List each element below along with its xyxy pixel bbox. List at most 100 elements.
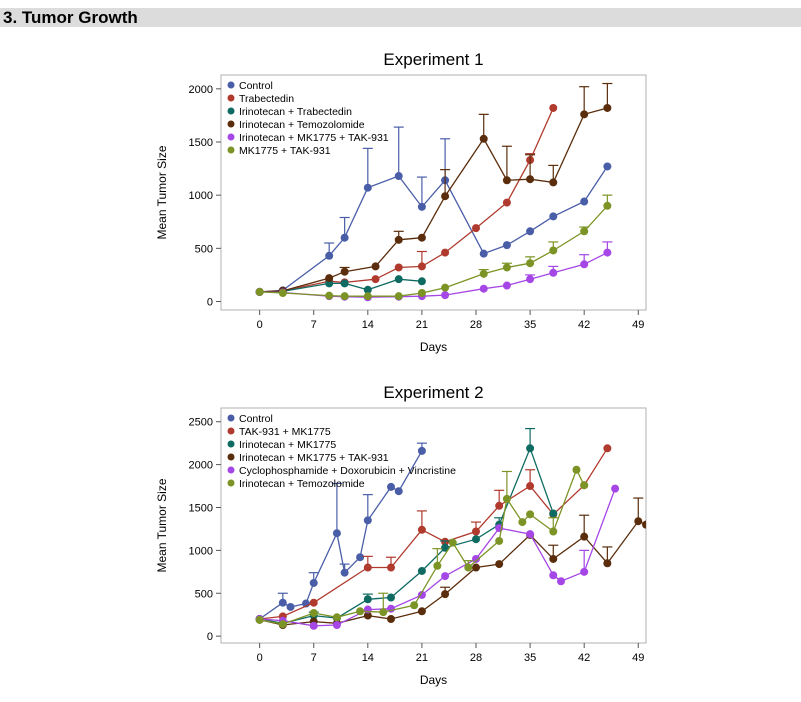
chart1-series-1-point xyxy=(340,233,349,242)
chart1-y-tick-label: 2000 xyxy=(189,84,213,96)
chart1-series-5-point xyxy=(549,268,558,277)
chart2-series-5-point xyxy=(309,621,318,630)
chart1-x-tick-label: 28 xyxy=(470,319,482,331)
chart2-series-6-point xyxy=(433,561,442,570)
chart1-series-1-point xyxy=(580,197,589,206)
chart1-series-6-point xyxy=(526,259,535,268)
chart1-series-4-point xyxy=(526,175,535,184)
chart2-series-4-line xyxy=(259,520,646,626)
chart1-series-6-point xyxy=(394,292,403,301)
chart2-y-tick-label: 2000 xyxy=(189,460,213,472)
chart2-series-5-point xyxy=(580,567,589,576)
chart2-series-1-point xyxy=(340,568,349,577)
chart2-legend-marker xyxy=(227,466,235,474)
chart2-series-2-point xyxy=(495,501,504,510)
chart1-series-3-point xyxy=(363,285,372,294)
chart1-legend-marker xyxy=(227,107,235,115)
chart1-series-6-point xyxy=(441,283,450,292)
chart2-series-2-point xyxy=(417,525,426,534)
chart2-series-4-point xyxy=(580,532,589,541)
chart1-series-6-point xyxy=(580,227,589,236)
chart2-series-1-point xyxy=(387,482,395,491)
chart2-series-6-point xyxy=(410,601,419,610)
chart2-series-4-point xyxy=(441,590,450,599)
chart2-y-axis-label: Mean Tumor Size xyxy=(155,478,169,572)
chart2-series-5-point xyxy=(526,530,535,539)
chart2-series-3-point xyxy=(472,535,480,544)
chart1-series-1-point xyxy=(526,227,535,236)
chart2-x-tick-label: 28 xyxy=(470,652,482,664)
chart2-series-6-point xyxy=(356,607,365,616)
chart2-x-tick-label: 21 xyxy=(416,652,428,664)
chart2-series-3-point xyxy=(549,509,558,518)
chart2-series-6-point xyxy=(464,563,473,572)
chart2-series-1-point xyxy=(417,446,426,455)
chart2-series-4-point xyxy=(387,614,395,623)
chart1-legend-marker xyxy=(227,81,235,89)
chart1-x-tick-label: 0 xyxy=(257,319,263,331)
chart2-series-6-point xyxy=(255,615,264,624)
chart1-legend-label: Irinotecan + Trabectedin xyxy=(239,106,352,118)
chart2-x-tick-label: 49 xyxy=(632,652,644,664)
chart1-legend-marker xyxy=(227,120,235,128)
chart2-series-4-point xyxy=(417,607,426,616)
chart1-series-4-point xyxy=(394,235,403,244)
chart1-series-4-point xyxy=(549,178,558,187)
chart1-series-6-point xyxy=(479,269,488,278)
chart2-legend-label: Irinotecan + Temozolomide xyxy=(239,478,365,490)
chart2-x-tick-label: 42 xyxy=(578,652,590,664)
chart1-series-2-point xyxy=(371,275,380,284)
chart2-legend-label: Irinotecan + MK1775 xyxy=(239,439,336,451)
chart1-series-6-point xyxy=(255,287,264,296)
chart2-series-6-point xyxy=(495,536,504,545)
chart2-legend-marker xyxy=(227,440,235,448)
chart2-series-6-point xyxy=(549,527,558,536)
chart1-x-tick-label: 35 xyxy=(524,319,536,331)
chart2-series-4-point xyxy=(549,554,558,563)
chart1-series-3-point xyxy=(394,275,403,284)
chart2-x-tick-label: 0 xyxy=(257,652,263,664)
chart2-series-6-point xyxy=(580,481,589,490)
chart1-y-tick-label: 1500 xyxy=(189,137,213,149)
chart2-legend-label: TAK-931 + MK1775 xyxy=(239,426,331,438)
chart1-title: Experiment 1 xyxy=(383,50,483,69)
chart1-series-1-point xyxy=(603,162,612,171)
chart1-series-group xyxy=(255,82,613,302)
chart1-series-1-point xyxy=(394,172,403,181)
chart1-series-4-point xyxy=(417,233,426,242)
chart1-x-tick-label: 42 xyxy=(578,319,590,331)
chart1-series-1-point xyxy=(363,183,372,192)
chart2-series-3-point xyxy=(417,566,426,575)
chart2-series-2-point xyxy=(309,598,318,607)
chart1-series-6-point xyxy=(325,291,334,300)
chart1-series-5-point xyxy=(603,248,612,257)
chart2-x-axis-label: Days xyxy=(420,673,447,687)
chart1-series-6-point xyxy=(363,292,372,301)
chart1-x-tick-label: 21 xyxy=(416,319,428,331)
chart2-series-2-point xyxy=(603,444,612,453)
chart2-legend-marker xyxy=(227,427,235,435)
chart1-series-1-point xyxy=(502,241,511,250)
chart2-x-tick-label: 7 xyxy=(311,652,317,664)
chart1-y-axis-label: Mean Tumor Size xyxy=(155,145,169,239)
chart2-series-5-point xyxy=(332,620,341,629)
chart1-legend-marker xyxy=(227,94,235,102)
chart2-series-3-point xyxy=(387,593,395,602)
chart2-legend-label: Control xyxy=(239,413,273,425)
chart1-series-6-point xyxy=(603,201,612,210)
chart2-y-tick-label: 500 xyxy=(195,588,213,600)
chart1-y-tick-label: 0 xyxy=(207,296,213,308)
chart2-x-tick-label: 14 xyxy=(362,652,374,664)
chart1-series-4-point xyxy=(479,134,488,143)
chart2-series-4-point xyxy=(634,517,643,526)
chart1-series-3-point xyxy=(340,279,349,288)
chart2-x-tick-label: 35 xyxy=(524,652,536,664)
chart2-series-4-point xyxy=(472,563,480,572)
chart2-series-6-point xyxy=(332,613,341,622)
chart2-y-tick-label: 1500 xyxy=(189,502,213,514)
chart1-series-5-point xyxy=(479,284,488,293)
chart2-series-4-point xyxy=(363,611,372,620)
chart2-series-1-point xyxy=(394,487,403,496)
chart1-series-4-point xyxy=(371,262,380,271)
chart2-series-5-point xyxy=(472,554,480,563)
